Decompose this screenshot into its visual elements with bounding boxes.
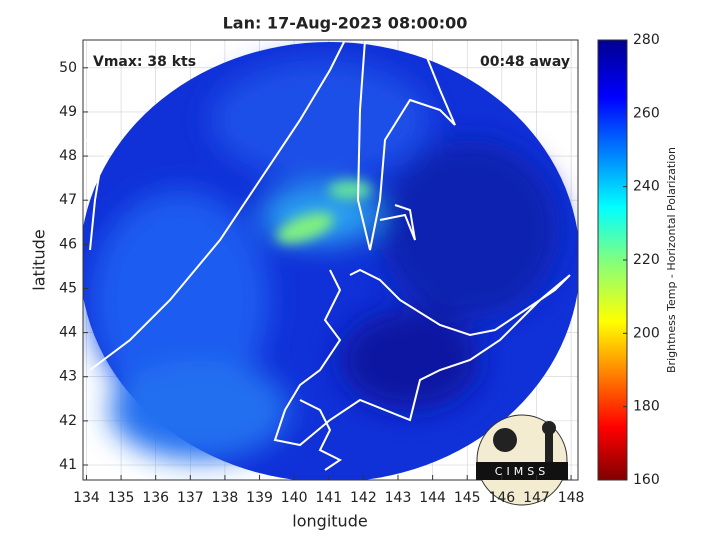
x-tick-label: 147 xyxy=(523,490,550,506)
x-tick-label: 139 xyxy=(246,490,273,506)
x-tick-label: 142 xyxy=(350,490,377,506)
colorbar-tick-label: 220 xyxy=(633,252,660,268)
x-tick-label: 138 xyxy=(212,490,239,506)
x-tick-label: 137 xyxy=(177,490,204,506)
y-tick-label: 47 xyxy=(59,192,77,208)
x-tick-label: 136 xyxy=(142,490,169,506)
colorbar-tick-label: 180 xyxy=(633,399,660,415)
colorbar-tick-label: 200 xyxy=(633,325,660,341)
y-axis-label: latitude xyxy=(30,229,49,290)
x-tick-label: 146 xyxy=(488,490,515,506)
colorbar-tick-label: 160 xyxy=(633,472,660,488)
y-tick-label: 49 xyxy=(59,104,77,120)
x-tick-label: 148 xyxy=(558,490,585,506)
y-tick-label: 42 xyxy=(59,413,77,429)
y-tick-label: 50 xyxy=(59,60,77,76)
x-tick-label: 135 xyxy=(108,490,135,506)
y-tick-label: 44 xyxy=(59,325,77,341)
x-tick-label: 140 xyxy=(281,490,308,506)
y-tick-label: 48 xyxy=(59,148,77,164)
plot-frame xyxy=(82,39,579,481)
colorbar xyxy=(597,39,628,481)
satellite-image xyxy=(83,40,578,480)
y-tick-label: 41 xyxy=(59,457,77,473)
colorbar-tick-label: 280 xyxy=(633,32,660,48)
y-tick-label: 46 xyxy=(59,236,77,252)
x-axis-label: longitude xyxy=(292,512,367,531)
x-tick-label: 141 xyxy=(315,490,342,506)
x-tick-label: 134 xyxy=(73,490,100,506)
annotation: Vmax: 38 kts xyxy=(93,54,196,70)
chart-title: Lan: 17-Aug-2023 08:00:00 xyxy=(223,14,468,33)
cimss-logo: CIMSS xyxy=(476,414,568,506)
y-tick-label: 45 xyxy=(59,280,77,296)
colorbar-tick-label: 240 xyxy=(633,179,660,195)
colorbar-label: Brightness Temp - Horizontal Polarizatio… xyxy=(665,147,678,373)
x-tick-label: 144 xyxy=(419,490,446,506)
annotation: 00:48 away xyxy=(480,54,570,70)
y-tick-label: 43 xyxy=(59,369,77,385)
logo-text: CIMSS xyxy=(495,465,549,478)
x-tick-label: 143 xyxy=(385,490,412,506)
x-tick-label: 145 xyxy=(454,490,481,506)
colorbar-tick-label: 260 xyxy=(633,105,660,121)
